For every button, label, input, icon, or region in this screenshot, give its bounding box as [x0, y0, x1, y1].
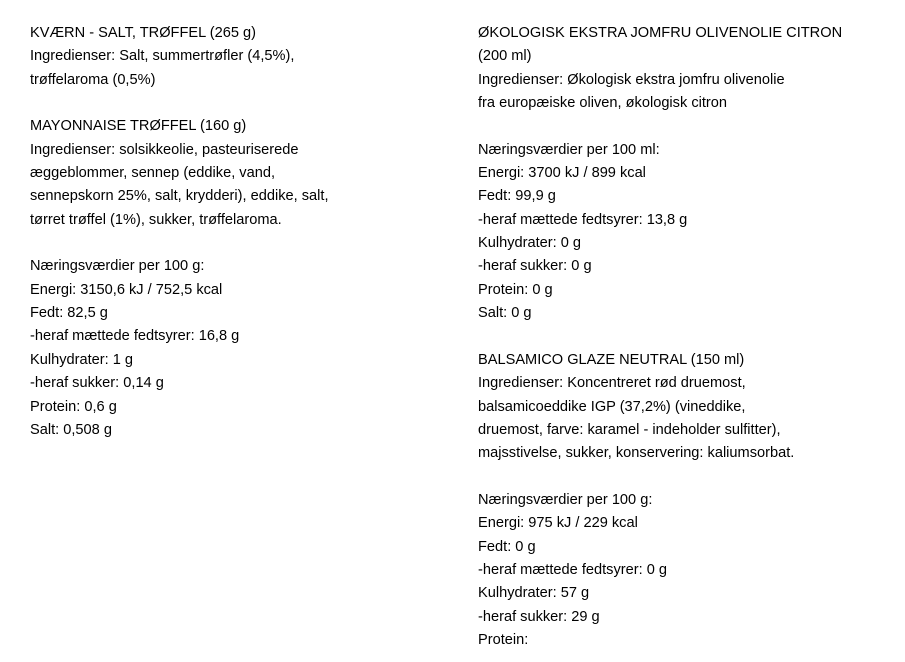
text-line: Protein: 0,6 g	[30, 398, 117, 415]
text-line: Energi: 3150,6 kJ / 752,5 kcal	[30, 281, 223, 298]
block-title: Næringsværdier per 100 g:	[30, 258, 205, 275]
text-line: fra europæiske oliven, økologisk citron	[478, 95, 728, 112]
text-line: tørret trøffel (1%), sukker, trøffelarom…	[30, 211, 282, 228]
text-line: -heraf mættede fedtsyrer: 16,8 g	[30, 328, 240, 345]
text-line: æggeblommer, sennep (eddike, vand,	[30, 165, 276, 182]
text-line: Protein:	[478, 631, 529, 648]
text-line: majsstivelse, sukker, konservering: kali…	[478, 445, 795, 462]
text-line: -heraf mættede fedtsyrer: 13,8 g	[478, 211, 688, 228]
text-line: Protein: 0 g	[478, 281, 553, 298]
text-line: Ingredienser: Koncentreret rød druemost,	[478, 375, 746, 392]
text-block: Næringsværdier per 100 g: Energi: 3150,6 …	[30, 255, 450, 442]
text-line: -heraf mættede fedtsyrer: 0 g	[478, 561, 667, 578]
blank-line	[30, 92, 450, 115]
text-block: BALSAMICO GLAZE NEUTRAL (150 ml) Ingredie…	[478, 349, 898, 466]
text-block: ØKOLOGISK EKSTRA JOMFRU OLIVENOLIE CITRO…	[478, 22, 898, 115]
text-line: Ingredienser: Salt, summertrøfler (4,5%)…	[30, 48, 295, 65]
text-line: (200 ml)	[478, 48, 532, 65]
block-title: Næringsværdier per 100 g:	[478, 491, 653, 508]
block-title: Næringsværdier per 100 ml:	[478, 141, 660, 158]
text-line: trøffelaroma (0,5%)	[30, 71, 156, 88]
text-line: Energi: 3700 kJ / 899 kcal	[478, 165, 646, 182]
text-block: Næringsværdier per 100 g: Energi: 975 kJ …	[478, 489, 898, 652]
text-block: KVÆRN - SALT, TRØFFEL (265 g) Ingrediense…	[30, 22, 450, 92]
blank-line	[478, 115, 898, 138]
left-column: KVÆRN - SALT, TRØFFEL (265 g) Ingrediense…	[30, 22, 450, 442]
block-title: ØKOLOGISK EKSTRA JOMFRU OLIVENOLIE CITRO…	[478, 25, 843, 41]
right-column: ØKOLOGISK EKSTRA JOMFRU OLIVENOLIE CITRO…	[478, 22, 898, 652]
text-line: Fedt: 0 g	[478, 538, 536, 555]
text-line: druemost, farve: karamel - indeholder su…	[478, 421, 781, 438]
text-line: Fedt: 82,5 g	[30, 305, 108, 322]
text-line: Ingredienser: Økologisk ekstra jomfru ol…	[478, 71, 785, 88]
text-line: sennepskorn 25%, salt, krydderi), eddike…	[30, 188, 329, 205]
block-title: MAYONNAISE TRØFFEL (160 g)	[30, 118, 247, 135]
block-title: KVÆRN - SALT, TRØFFEL (265 g)	[30, 25, 256, 41]
text-line: -heraf sukker: 0,14 g	[30, 375, 164, 392]
block-title: BALSAMICO GLAZE NEUTRAL (150 ml)	[478, 351, 745, 368]
text-line: Kulhydrater: 1 g	[30, 351, 134, 368]
text-line: Energi: 975 kJ / 229 kcal	[478, 515, 638, 532]
blank-line	[478, 325, 898, 348]
blank-line	[478, 466, 898, 489]
text-line: balsamicoeddike IGP (37,2%) (vineddike,	[478, 398, 746, 415]
text-block: Næringsværdier per 100 ml: Energi: 3700 k…	[478, 139, 898, 326]
blank-line	[30, 232, 450, 255]
text-line: Kulhydrater: 57 g	[478, 585, 590, 602]
text-line: Salt: 0,508 g	[30, 421, 112, 438]
text-block: MAYONNAISE TRØFFEL (160 g) Ingredienser: …	[30, 115, 450, 232]
text-line: Kulhydrater: 0 g	[478, 235, 582, 252]
text-line: -heraf sukker: 0 g	[478, 258, 592, 275]
text-line: Salt: 0 g	[478, 305, 532, 322]
text-line: -heraf sukker: 29 g	[478, 608, 600, 625]
text-line: Fedt: 99,9 g	[478, 188, 556, 205]
text-line: Ingredienser: solsikkeolie, pasteurisere…	[30, 141, 299, 158]
